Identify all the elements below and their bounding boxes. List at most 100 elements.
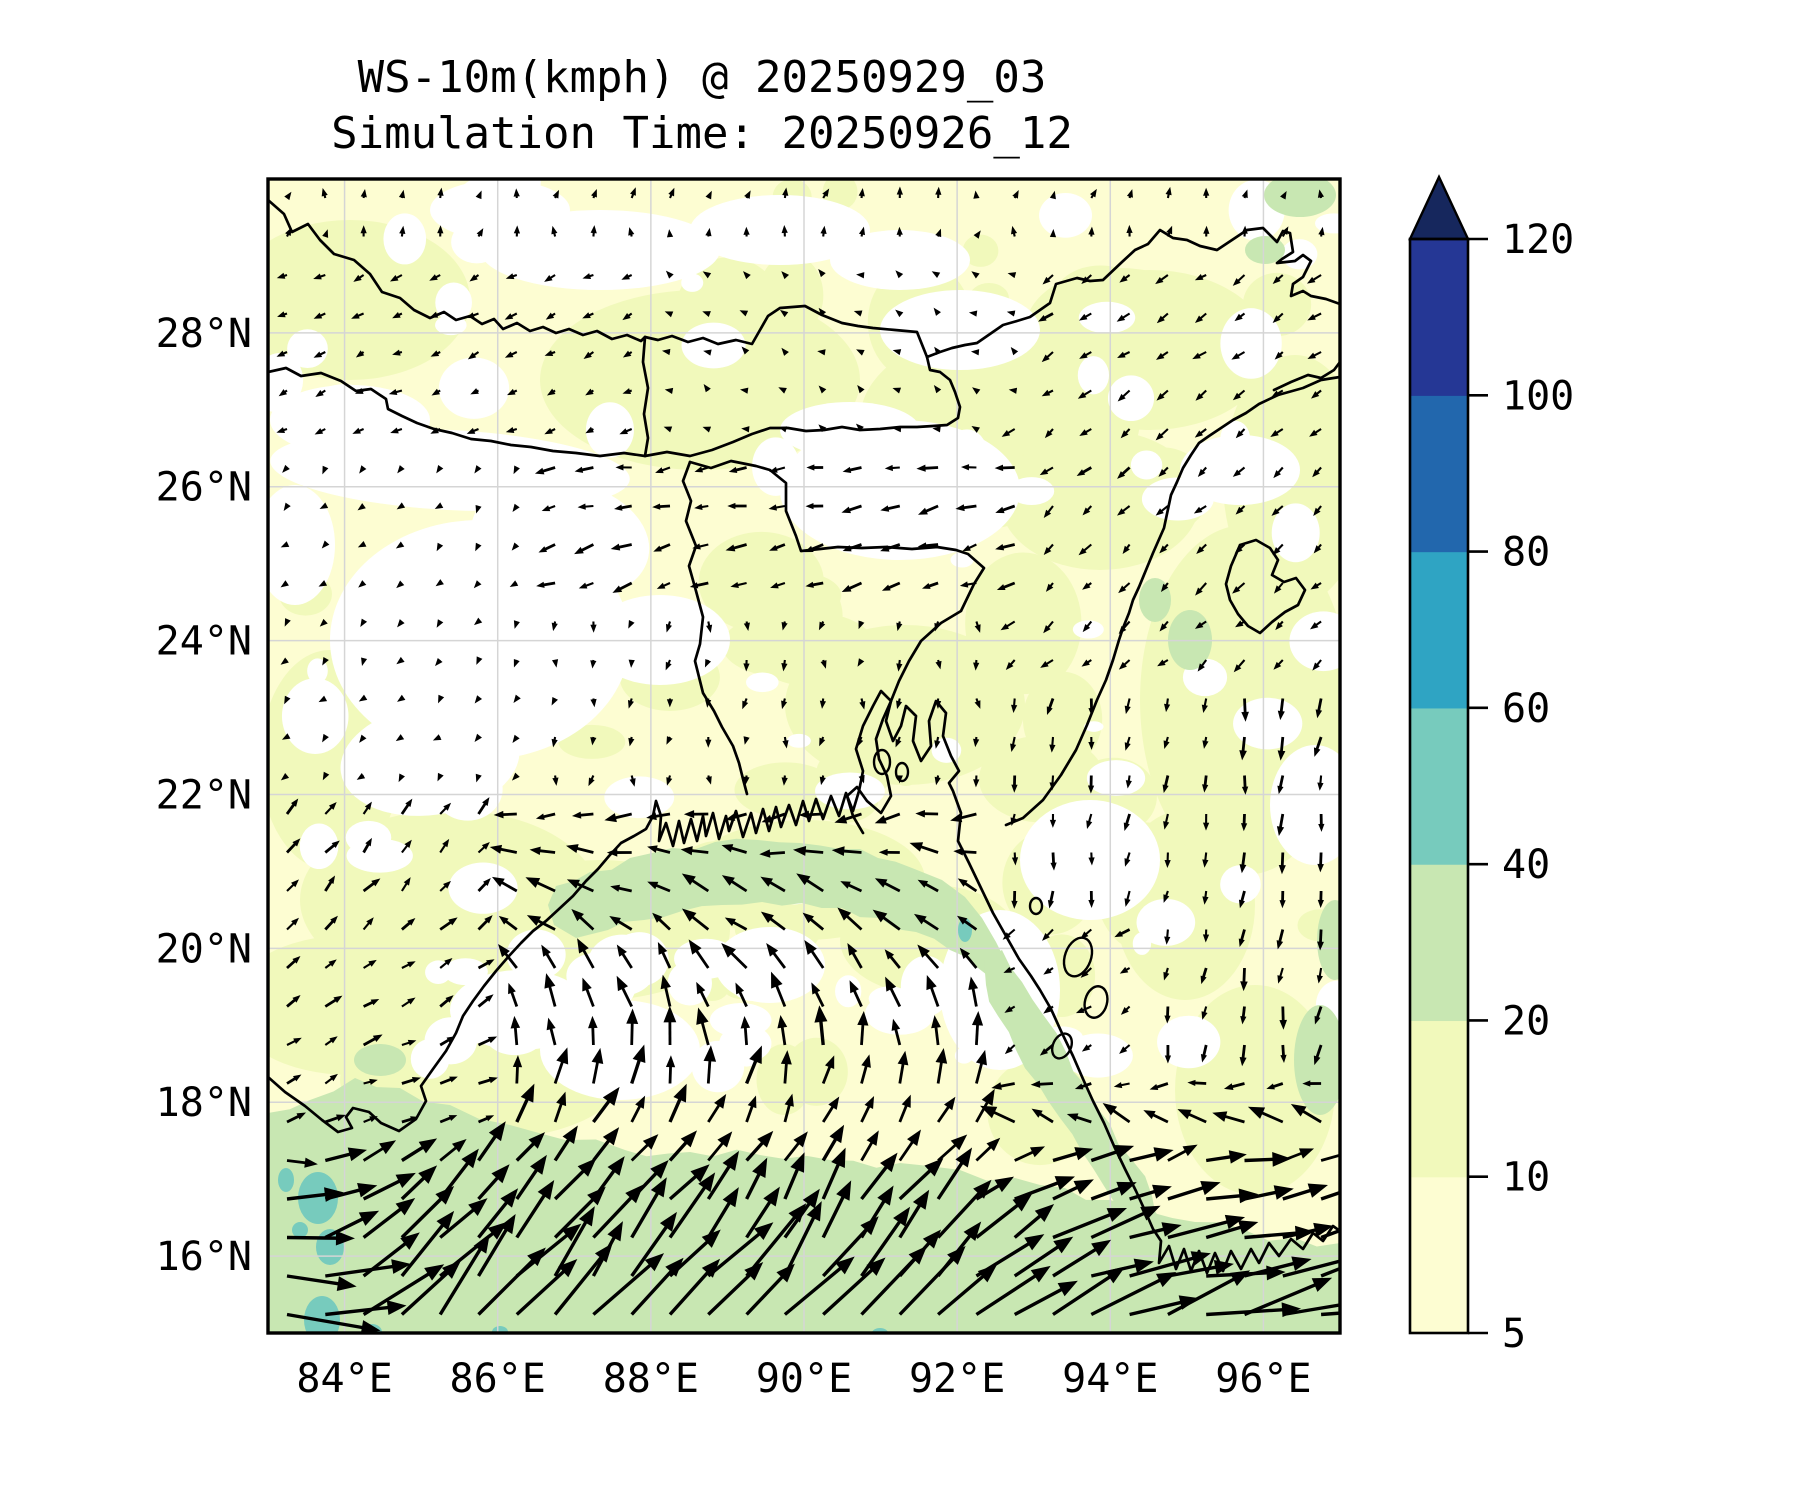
wind-arrow [1030, 1080, 1054, 1088]
colorbar-tick-label: 40 [1502, 842, 1550, 888]
wind-arrow [745, 1130, 774, 1162]
wind-arrow [319, 618, 328, 627]
wind-arrow [322, 465, 329, 475]
wind-arrow [769, 543, 786, 551]
wind-arrow [1087, 775, 1095, 794]
wind-arrow [1118, 620, 1131, 634]
wind-arrow [1079, 351, 1092, 359]
wind-arrow [1272, 312, 1284, 323]
wind-arrow [276, 350, 288, 357]
wind-arrow [1163, 890, 1170, 903]
wind-arrow [1312, 659, 1322, 671]
wind-arrow [1039, 1043, 1054, 1056]
wind-arrow [1043, 543, 1054, 556]
wind-arrow [853, 310, 863, 317]
wind-arrow [1232, 582, 1246, 594]
wind-arrow [286, 1230, 355, 1246]
wind-arrow [660, 974, 672, 1007]
wind-arrow [363, 959, 377, 969]
wind-arrow [590, 225, 597, 237]
wind-arrow [1007, 272, 1017, 279]
colorbar-tick-label: 60 [1502, 686, 1550, 732]
wind-arrow [819, 698, 827, 709]
wind-arrow [950, 812, 977, 823]
wind-arrow [1049, 813, 1057, 828]
y-tick-label: 22°N [156, 772, 252, 818]
wind-arrow [743, 775, 750, 785]
wind-arrow [974, 621, 981, 633]
wind-arrow [577, 938, 595, 969]
wind-arrow [668, 1172, 716, 1239]
wind-arrow [859, 698, 866, 710]
wind-arrow [884, 949, 901, 969]
wind-arrow [1279, 890, 1286, 909]
wind-arrow [1013, 1204, 1055, 1239]
wind-arrow [1239, 1044, 1247, 1067]
wind-arrow [896, 698, 903, 710]
wind-arrow [1160, 582, 1169, 593]
wind-arrow [935, 228, 942, 238]
wind-arrow [668, 1130, 698, 1162]
wind-arrow [280, 657, 289, 665]
colorbar-band [1410, 239, 1468, 396]
wind-arrow [551, 225, 558, 237]
wind-arrow [705, 775, 712, 785]
contour-region-below-5 [690, 195, 870, 265]
wind-arrow [439, 1036, 456, 1047]
wind-arrow [1276, 929, 1285, 950]
wind-arrow [860, 1054, 871, 1084]
wind-arrow [1320, 1266, 1340, 1278]
wind-arrow [741, 426, 750, 433]
wind-arrow [351, 312, 365, 319]
wind-arrow [356, 772, 366, 780]
wind-arrow [1119, 1044, 1131, 1054]
wind-arrow [743, 621, 750, 631]
wind-arrow [1043, 620, 1054, 634]
wind-arrow [591, 1047, 604, 1084]
wind-arrow [439, 1076, 458, 1085]
wind-arrow [995, 504, 1016, 514]
wind-arrow [1042, 928, 1054, 941]
contour-region-40-60 [292, 1222, 308, 1238]
wind-arrow [439, 957, 453, 969]
wind-arrow [934, 736, 941, 749]
wind-arrow [782, 736, 789, 749]
wind-arrow [429, 274, 441, 281]
wind-arrow [705, 227, 712, 237]
wind-arrow [541, 944, 557, 969]
wind-arrow [741, 346, 750, 355]
wind-arrow [626, 1008, 639, 1046]
wind-arrow [668, 1164, 710, 1201]
wind-arrow [953, 847, 977, 856]
wind-arrow [324, 995, 343, 1008]
wind-arrow [401, 1076, 421, 1085]
wind-arrow [1049, 736, 1056, 753]
wind-arrow [1159, 543, 1169, 554]
x-tick-label: 84°E [296, 1356, 392, 1402]
wind-arrow [666, 229, 674, 238]
wind-arrow [837, 907, 863, 931]
wind-arrow [321, 540, 330, 549]
wind-arrow [1241, 698, 1249, 722]
wind-arrow [1090, 1181, 1137, 1201]
wind-arrow [769, 466, 786, 473]
coastline-or-border-path [1004, 375, 1340, 827]
wind-arrow [971, 1011, 984, 1046]
wind-arrow [1125, 775, 1132, 789]
wind-arrow [318, 695, 328, 703]
wind-arrow [1049, 775, 1056, 791]
island-outline [1083, 985, 1109, 1019]
wind-arrow [466, 312, 479, 319]
wind-arrow [975, 1049, 987, 1084]
wind-arrow [704, 658, 712, 668]
wind-arrow [515, 1132, 545, 1162]
wind-arrow [322, 656, 329, 666]
wind-arrow [1167, 1214, 1246, 1240]
wind-arrow [513, 620, 520, 629]
wind-arrow [1238, 929, 1246, 948]
wind-arrow [973, 659, 980, 671]
wind-arrow [1081, 274, 1093, 285]
wind-arrow [1241, 775, 1249, 795]
wind-arrow [553, 1047, 569, 1084]
wind-arrow [1079, 428, 1092, 436]
